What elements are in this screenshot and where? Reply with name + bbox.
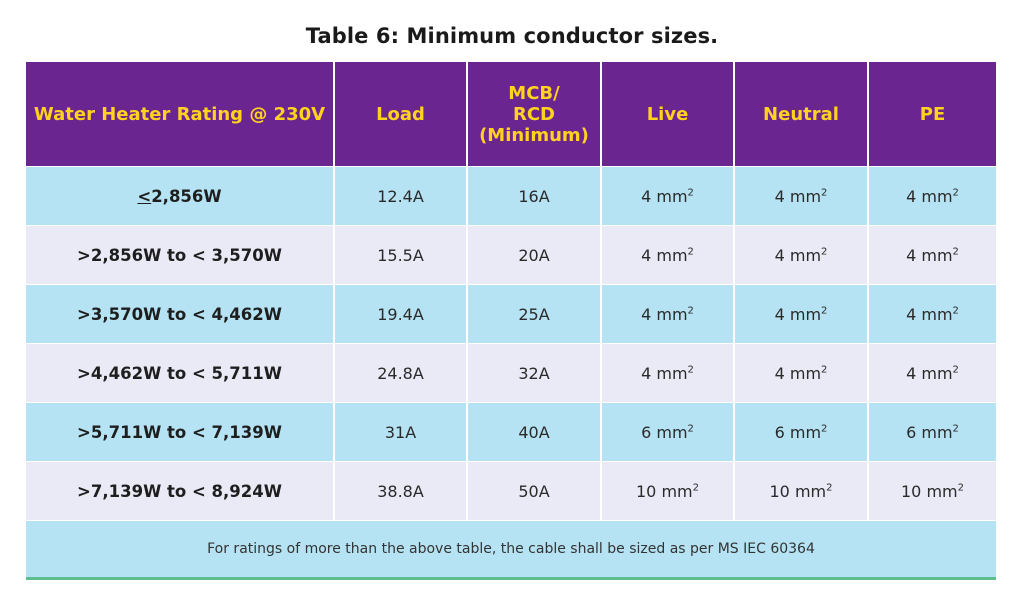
neutral-value: 4 mm	[774, 363, 822, 383]
rating-cell: <2,856W	[26, 166, 334, 226]
unit-exponent: 2	[687, 246, 694, 258]
pe-value: 4 mm	[906, 245, 953, 265]
live-value: 4 mm	[641, 245, 688, 265]
neutral-value: 4 mm	[774, 304, 822, 324]
rating-value: 2,856W	[151, 186, 222, 206]
live-cell: 10 mm2	[600, 461, 734, 521]
unit-exponent: 2	[957, 482, 964, 494]
rating-prefix: <	[137, 186, 152, 206]
pe-value: 10 mm	[901, 481, 958, 501]
load-cell: 19.4A	[333, 284, 467, 344]
header-load: Load	[333, 62, 467, 167]
neutral-cell: 6 mm2	[733, 402, 868, 462]
live-value: 10 mm	[636, 481, 693, 501]
unit-exponent: 2	[952, 246, 959, 258]
load-cell: 24.8A	[333, 343, 467, 403]
unit-exponent: 2	[687, 364, 694, 376]
live-value: 6 mm	[641, 422, 688, 442]
pe-value: 4 mm	[906, 304, 953, 324]
rating-cell: >2,856W to < 3,570W	[26, 225, 334, 285]
unit-exponent: 2	[952, 364, 959, 376]
table-row: >5,711W to < 7,139W 31A 40A 6 mm2 6 mm2 …	[26, 402, 996, 462]
pe-cell: 4 mm2	[867, 343, 996, 403]
neutral-value: 6 mm	[774, 422, 822, 442]
footnote: For ratings of more than the above table…	[26, 520, 996, 580]
header-mcb-line3: (Minimum)	[479, 124, 589, 146]
table-row: >3,570W to < 4,462W 19.4A 25A 4 mm2 4 mm…	[26, 284, 996, 344]
unit-exponent: 2	[692, 482, 699, 494]
load-cell: 12.4A	[333, 166, 467, 226]
neutral-cell: 4 mm2	[733, 166, 868, 226]
pe-cell: 4 mm2	[867, 225, 996, 285]
neutral-value: 4 mm	[774, 245, 822, 265]
rating-cell: >7,139W to < 8,924W	[26, 461, 334, 521]
unit-exponent: 2	[687, 423, 694, 435]
load-cell: 38.8A	[333, 461, 467, 521]
mcb-cell: 25A	[466, 284, 601, 344]
neutral-value: 10 mm	[769, 481, 827, 501]
neutral-cell: 4 mm2	[733, 225, 868, 285]
live-value: 4 mm	[641, 186, 688, 206]
neutral-cell: 4 mm2	[733, 284, 868, 344]
neutral-cell: 4 mm2	[733, 343, 868, 403]
mcb-cell: 32A	[466, 343, 601, 403]
header-neutral: Neutral	[733, 62, 868, 167]
table-row: >2,856W to < 3,570W 15.5A 20A 4 mm2 4 mm…	[26, 225, 996, 285]
header-mcb-line1: MCB/	[508, 82, 560, 104]
live-value: 4 mm	[641, 363, 688, 383]
load-cell: 15.5A	[333, 225, 467, 285]
table-row: >4,462W to < 5,711W 24.8A 32A 4 mm2 4 mm…	[26, 343, 996, 403]
live-cell: 4 mm2	[600, 166, 734, 226]
pe-cell: 10 mm2	[867, 461, 996, 521]
load-cell: 31A	[333, 402, 467, 462]
unit-exponent: 2	[821, 423, 828, 435]
pe-cell: 4 mm2	[867, 284, 996, 344]
pe-value: 4 mm	[906, 363, 953, 383]
footnote-row: For ratings of more than the above table…	[26, 520, 996, 580]
mcb-cell: 50A	[466, 461, 601, 521]
header-mcb: MCB/ RCD (Minimum)	[466, 62, 601, 167]
pe-cell: 6 mm2	[867, 402, 996, 462]
unit-exponent: 2	[687, 187, 694, 199]
unit-exponent: 2	[821, 187, 828, 199]
header-row: Water Heater Rating @ 230V Load MCB/ RCD…	[26, 62, 996, 167]
conductor-sizes-table: Water Heater Rating @ 230V Load MCB/ RCD…	[26, 62, 996, 580]
live-cell: 6 mm2	[600, 402, 734, 462]
live-cell: 4 mm2	[600, 343, 734, 403]
unit-exponent: 2	[821, 364, 828, 376]
unit-exponent: 2	[821, 246, 828, 258]
table-title: Table 6: Minimum conductor sizes.	[305, 24, 719, 48]
unit-exponent: 2	[952, 305, 959, 317]
rating-cell: >5,711W to < 7,139W	[26, 402, 334, 462]
header-rating: Water Heater Rating @ 230V	[26, 62, 334, 167]
header-mcb-line2: RCD	[512, 103, 555, 125]
live-value: 4 mm	[641, 304, 688, 324]
neutral-cell: 10 mm2	[733, 461, 868, 521]
unit-exponent: 2	[821, 305, 828, 317]
rating-cell: >4,462W to < 5,711W	[26, 343, 334, 403]
table-row: >7,139W to < 8,924W 38.8A 50A 10 mm2 10 …	[26, 461, 996, 521]
unit-exponent: 2	[826, 482, 833, 494]
mcb-cell: 16A	[466, 166, 601, 226]
unit-exponent: 2	[952, 423, 959, 435]
pe-cell: 4 mm2	[867, 166, 996, 226]
mcb-cell: 20A	[466, 225, 601, 285]
mcb-cell: 40A	[466, 402, 601, 462]
header-live: Live	[600, 62, 734, 167]
unit-exponent: 2	[687, 305, 694, 317]
unit-exponent: 2	[952, 187, 959, 199]
pe-value: 4 mm	[906, 186, 953, 206]
live-cell: 4 mm2	[600, 284, 734, 344]
header-pe: PE	[867, 62, 996, 167]
live-cell: 4 mm2	[600, 225, 734, 285]
rating-cell: >3,570W to < 4,462W	[26, 284, 334, 344]
table-row: <2,856W 12.4A 16A 4 mm2 4 mm2 4 mm2	[26, 166, 996, 226]
neutral-value: 4 mm	[774, 186, 822, 206]
pe-value: 6 mm	[906, 422, 953, 442]
